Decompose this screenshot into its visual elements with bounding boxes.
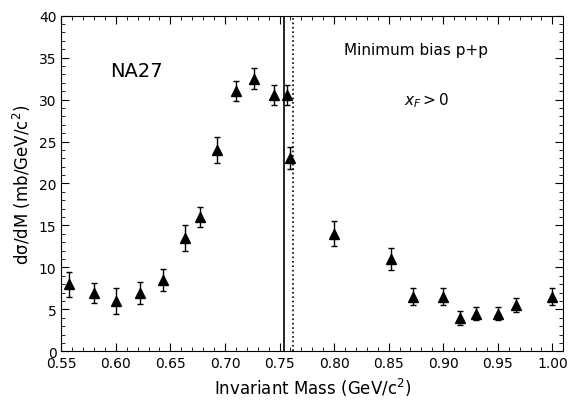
Text: Minimum bias p+p: Minimum bias p+p xyxy=(344,43,488,58)
Y-axis label: dσ/dM (mb/GeV/c$^2$): dσ/dM (mb/GeV/c$^2$) xyxy=(11,104,33,264)
X-axis label: Invariant Mass (GeV/c$^2$): Invariant Mass (GeV/c$^2$) xyxy=(213,376,411,398)
Text: $x_F > 0$: $x_F > 0$ xyxy=(404,91,450,110)
Text: NA27: NA27 xyxy=(110,61,163,81)
